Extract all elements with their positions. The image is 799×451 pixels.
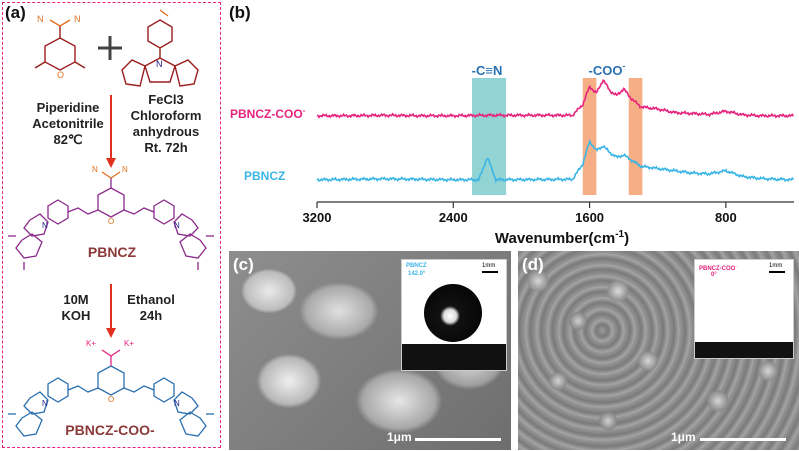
band-label-cn: -C≡N bbox=[472, 63, 503, 78]
series-line-1 bbox=[316, 138, 794, 184]
contact-angle-inset-d: PBNCZ-COO- 0° 1mm bbox=[694, 259, 794, 359]
series-label-bottom: PBNCZ bbox=[244, 169, 285, 183]
step1-right-line4: Rt. 72h bbox=[144, 140, 188, 155]
nitrile-n-right: N bbox=[74, 14, 81, 24]
arrow-step2-head bbox=[106, 328, 116, 338]
product1-label: PBNCZ bbox=[87, 244, 137, 260]
plus-icon bbox=[98, 36, 122, 60]
step1-left-conditions: Piperidine Acetonitrile 82℃ bbox=[28, 100, 108, 148]
ftir-chart: 3200 2400 1600 800 Wavenumber(cm-1) -C≡N -C… bbox=[230, 61, 795, 247]
inset-c-substrate bbox=[402, 344, 506, 370]
highlight-band-0 bbox=[472, 78, 507, 195]
sem-image-d: (d) PBNCZ-COO- 0° 1mm 1μm bbox=[518, 251, 799, 450]
scale-bar-d-label: 1μm bbox=[671, 430, 696, 444]
polymer-pbncz bbox=[8, 171, 214, 270]
counter-ion-left: K+ bbox=[86, 339, 96, 348]
highlight-band-1 bbox=[582, 78, 597, 195]
x-tick-label-2: 1600 bbox=[575, 210, 604, 225]
step2-left-conditions: 10M KOH bbox=[46, 292, 106, 324]
carbazole-n-reactant: N bbox=[156, 59, 163, 69]
inset-d-substrate bbox=[695, 342, 793, 358]
scheme-reaction: N N O N O N N N N bbox=[8, 9, 214, 437]
inset-c-scale-bar bbox=[482, 271, 498, 273]
carbazole-n-p1-left: N bbox=[42, 221, 48, 230]
reactant-pyran bbox=[34, 19, 86, 71]
step1-left-line3: 82℃ bbox=[53, 132, 83, 147]
carbazole-n-p2-right: N bbox=[174, 399, 180, 408]
series-label-top: PBNCZ-COO- bbox=[230, 106, 306, 121]
panel-a-letter: (a) bbox=[5, 3, 26, 22]
polymer-pbncz-coo bbox=[8, 349, 214, 437]
inset-c-scale-label: 1mm bbox=[482, 263, 496, 269]
step1-left-line1: Piperidine bbox=[36, 100, 100, 115]
nitrile-n-p1-right: N bbox=[122, 165, 128, 174]
panel-b-letter: (b) bbox=[229, 3, 251, 22]
panel-a bbox=[2, 2, 221, 448]
step1-left-line2: Acetonitrile bbox=[32, 116, 104, 131]
polymer-pbncz-oxygen: O bbox=[108, 217, 114, 226]
arrow-step1-head bbox=[106, 158, 116, 168]
pyran-oxygen: O bbox=[57, 70, 64, 80]
x-axis-title: Wavenumber(cm-1) bbox=[495, 229, 629, 247]
panel-c-letter: (c) bbox=[233, 255, 254, 274]
step1-right-line1: FeCl3 bbox=[148, 92, 184, 107]
inset-c-label1: PBNCZ bbox=[406, 263, 427, 269]
counter-ion-right: K+ bbox=[124, 339, 134, 348]
x-tick-label-1: 2400 bbox=[439, 210, 468, 225]
x-tick-label-3: 800 bbox=[715, 210, 737, 225]
scale-bar-d bbox=[700, 438, 786, 441]
panel-d-letter: (d) bbox=[522, 255, 544, 274]
inset-d-scale-bar bbox=[769, 271, 785, 273]
reactant-carbazole-aldehyde bbox=[121, 9, 199, 87]
series-line-0 bbox=[316, 79, 795, 119]
step2-right-line1: Ethanol bbox=[127, 292, 175, 307]
step2-right-line2: 24h bbox=[139, 308, 163, 323]
step1-right-line2: Chloroform bbox=[130, 108, 202, 123]
band-label-coo: -COO- bbox=[589, 61, 626, 78]
inset-d-scale-label: 1mm bbox=[769, 263, 783, 269]
inset-c-label2: 142.0° bbox=[408, 271, 426, 277]
step1-right-conditions: FeCl3 Chloroform anhydrous Rt. 72h bbox=[118, 92, 214, 156]
highlight-band-2 bbox=[628, 78, 643, 195]
step1-right-line3: anhydrous bbox=[132, 124, 200, 139]
carbazole-n-p2-left: N bbox=[42, 399, 48, 408]
polymer-coo-oxygen: O bbox=[108, 395, 114, 404]
inset-d-label2: 0° bbox=[711, 272, 717, 278]
sem-image-c: (c) PBNCZ 142.0° 1mm 1μm bbox=[229, 251, 511, 450]
step2-left-line1: 10M bbox=[63, 292, 89, 307]
x-tick-label-0: 3200 bbox=[303, 210, 332, 225]
inset-d-label1: PBNCZ-COO- bbox=[699, 263, 737, 272]
scale-bar-c-label: 1μm bbox=[387, 430, 412, 444]
contact-angle-inset-c: PBNCZ 142.0° 1mm bbox=[401, 259, 507, 371]
product2-label: PBNCZ-COO- bbox=[65, 422, 155, 438]
nitrile-n-left: N bbox=[37, 14, 44, 24]
water-droplet bbox=[424, 284, 482, 342]
step2-left-line2: KOH bbox=[61, 308, 91, 323]
carbazole-n-p1-right: N bbox=[174, 221, 180, 230]
scale-bar-c bbox=[415, 438, 501, 441]
step2-right-conditions: Ethanol 24h bbox=[116, 292, 186, 324]
nitrile-n-p1-left: N bbox=[92, 165, 98, 174]
